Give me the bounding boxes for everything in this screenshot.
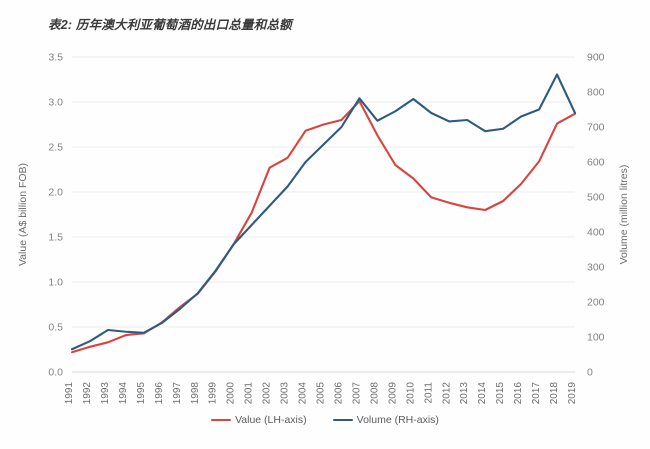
left-axis-tick-label: 2.0 xyxy=(48,187,63,199)
right-axis-tick-label: 200 xyxy=(587,297,605,309)
right-axis-tick-label: 800 xyxy=(587,87,605,99)
chart-legend: Value (LH-axis) Volume (RH-axis) xyxy=(0,414,650,426)
x-axis-tick-label: 2005 xyxy=(316,382,327,405)
right-axis-tick-label: 500 xyxy=(587,192,605,204)
right-axis-tick-label: 400 xyxy=(587,227,605,239)
x-axis-tick-label: 1996 xyxy=(154,382,165,405)
x-axis-tick-label: 1993 xyxy=(100,382,111,405)
right-axis-tick-label: 0 xyxy=(587,367,593,379)
legend-item-volume[interactable]: Volume (RH-axis) xyxy=(332,414,439,426)
series-lines-group xyxy=(70,73,577,354)
x-axis-tick-label: 2012 xyxy=(441,382,452,405)
series-line-value xyxy=(70,100,577,354)
right-axis-tick-label: 900 xyxy=(587,52,605,64)
left-axis-tick-label: 3.5 xyxy=(48,52,63,64)
x-axis-tick-label: 1992 xyxy=(82,382,93,405)
left-axis-tick-label: 3.0 xyxy=(48,97,63,109)
x-axis-tick-label: 2010 xyxy=(405,382,416,405)
left-axis-tick-label: 0.0 xyxy=(48,367,63,379)
x-axis-tick-label: 2018 xyxy=(549,382,560,405)
x-axis-tick-label: 2006 xyxy=(333,382,344,405)
series-line-volume xyxy=(70,73,577,351)
x-axis-tick-label: 1998 xyxy=(190,382,201,405)
x-axis-tick-label: 2003 xyxy=(280,382,291,405)
right-axis-tick-label: 600 xyxy=(587,157,605,169)
x-axis-tick-label: 2002 xyxy=(262,382,273,405)
right-axis-ticks: 0 100 200 300 400 500 600 700 800 900 xyxy=(587,52,605,379)
x-axis-tick-label: 2009 xyxy=(387,382,398,405)
x-axis-tick-label: 2016 xyxy=(513,382,524,405)
legend-swatch-value xyxy=(211,418,232,422)
x-axis-tick-label: 2011 xyxy=(423,382,434,404)
left-axis-tick-label: 2.5 xyxy=(48,142,63,154)
right-axis-title: Volume (million litres) xyxy=(618,165,630,265)
left-axis-tick-label: 1.5 xyxy=(48,232,63,244)
x-axis-tick-label: 2019 xyxy=(567,382,578,405)
left-axis-ticks: 0.0 0.5 1.0 1.5 2.0 2.5 3.0 3.5 xyxy=(48,52,63,379)
legend-label-volume: Volume (RH-axis) xyxy=(356,414,439,426)
legend-swatch-volume xyxy=(332,418,353,422)
left-axis-title: Value (A$ billion FOB) xyxy=(17,163,29,266)
x-axis-tick-label: 2008 xyxy=(369,382,380,405)
x-axis-tick-label: 1999 xyxy=(208,382,219,405)
right-axis-tick-label: 300 xyxy=(587,262,605,274)
x-axis-tick-label: 2001 xyxy=(244,382,255,405)
right-axis-tick-label: 100 xyxy=(587,332,605,344)
x-axis-tick-label: 1994 xyxy=(118,382,129,405)
x-axis-tick-label: 1997 xyxy=(172,382,183,405)
x-axis-tick-label: 1995 xyxy=(136,382,147,405)
left-axis-tick-label: 1.0 xyxy=(48,277,63,289)
x-axis-ticks: 1991 1992 1993 1994 1995 1996 1997 1998 1999 2000… xyxy=(64,382,578,405)
x-axis-tick-label: 2004 xyxy=(298,382,309,405)
x-axis-tick-label: 2017 xyxy=(531,382,542,405)
left-axis-tick-label: 0.5 xyxy=(48,322,63,334)
x-axis-tick-label: 2000 xyxy=(226,382,237,405)
legend-item-value[interactable]: Value (LH-axis) xyxy=(211,414,307,426)
x-axis-tick-label: 1991 xyxy=(64,382,75,405)
x-axis-tick-label: 2014 xyxy=(477,382,488,405)
x-axis-tick-label: 2015 xyxy=(495,382,506,405)
gridlines-group xyxy=(72,56,575,373)
x-axis-tick-label: 2013 xyxy=(459,382,470,405)
legend-label-value: Value (LH-axis) xyxy=(235,414,307,426)
chart-title: 表2: 历年澳大利亚葡萄酒的出口总量和总额 xyxy=(48,18,292,32)
x-axis-tick-label: 2007 xyxy=(351,382,362,405)
right-axis-tick-label: 700 xyxy=(587,122,605,134)
